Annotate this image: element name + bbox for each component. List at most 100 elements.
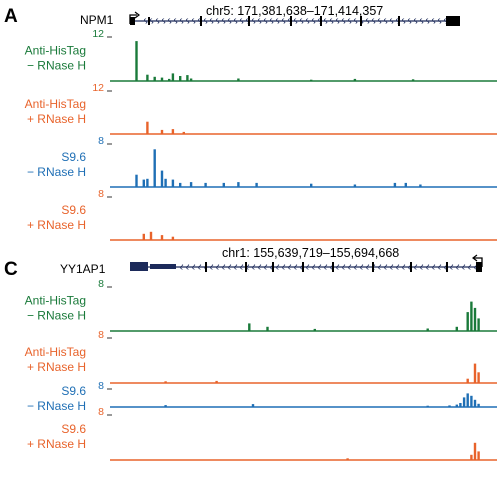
exon-6 [320, 16, 322, 26]
signal-peak [215, 380, 218, 383]
signal-peak [153, 149, 156, 187]
scale-max-label: 8 [98, 188, 104, 200]
tss-arrowhead-icon [134, 11, 140, 19]
exon-4 [248, 16, 250, 26]
panel-letter-a: A [4, 6, 18, 27]
signal-peak [142, 179, 145, 187]
track-a1: Anti-HisTag− RNase H 12 [25, 28, 497, 82]
exon-d [302, 262, 304, 272]
signal-peak [455, 404, 458, 407]
signal-peak [346, 458, 349, 460]
signal-peak [313, 328, 316, 331]
signal-peak [473, 307, 477, 331]
exon-3 [200, 16, 202, 26]
exon-8 [398, 16, 400, 26]
track-a3: S9.6− RNase H 8 [27, 135, 497, 188]
track-label-line2: − RNase H [27, 309, 86, 323]
signal-peak [470, 395, 473, 407]
track-a4: S9.6+ RNase H 8 [27, 188, 497, 241]
exon-e [332, 262, 334, 272]
track-label-line2: − RNase H [27, 399, 86, 413]
scale-max-label: 8 [98, 329, 104, 341]
track-label-line1: S9.6 [61, 203, 86, 217]
signal-peak [160, 170, 164, 187]
track-label-line2: − RNase H [27, 59, 86, 73]
signal-peak [179, 182, 182, 187]
signal-peak [237, 182, 240, 187]
signal-peak [310, 183, 313, 187]
signal-peak [160, 77, 164, 81]
exon-g [410, 262, 412, 272]
gene-coords-npm1: chr5: 171,381,638–171,414,357 [206, 4, 383, 18]
signal-peak [466, 393, 469, 407]
track-c2: Anti-HisTag+ RNase H 8 [25, 329, 497, 384]
track-label-line1: Anti-HisTag [25, 44, 86, 58]
exon-b [245, 262, 247, 272]
signal-peak [466, 378, 469, 383]
track-label-line2: + RNase H [27, 218, 86, 232]
signal-peak [237, 78, 240, 81]
signal-peak [135, 174, 138, 187]
track-label-line1: Anti-HisTag [25, 97, 86, 111]
scale-max-label: 8 [98, 380, 104, 392]
gene-model-yy1ap1: YY1AP1 chr1: 155,639,719–155,694,668 [60, 246, 483, 276]
signal-peak [171, 73, 175, 81]
signal-peak [204, 182, 207, 187]
signal-peak [171, 179, 175, 187]
exon-7 [360, 16, 362, 26]
exon-c [272, 262, 274, 272]
signal-peak [164, 178, 167, 187]
signal-peak [466, 312, 469, 331]
exon-2 [148, 17, 150, 25]
gene-model-npm1: NPM1 chr5: 171,381,638–171,414,357 [80, 4, 460, 27]
signal-peak [426, 405, 429, 407]
intron-hatch [142, 18, 458, 24]
signal-peak [171, 129, 175, 134]
track-label-line1: Anti-HisTag [25, 345, 86, 359]
tss-arrowhead-icon [472, 254, 478, 262]
signal-peak [146, 178, 149, 187]
intron-hatch [178, 264, 478, 270]
scale-max-label: 8 [98, 135, 104, 147]
signal-peak [251, 404, 255, 407]
exon-utr [130, 262, 148, 271]
exon-i [476, 262, 482, 272]
track-c3: S9.6− RNase H 8 [27, 380, 497, 413]
signal-peak [179, 76, 182, 81]
signal-peak [473, 442, 477, 460]
panel-letter-c: C [4, 259, 18, 280]
signal-peak [310, 79, 313, 81]
exon-a [205, 262, 207, 272]
signal-peak [160, 235, 164, 240]
signal-peak [477, 318, 480, 331]
track-label-line2: − RNase H [27, 165, 86, 179]
signal-peak [186, 75, 189, 81]
signal-peak [470, 301, 473, 331]
track-label-line1: S9.6 [61, 150, 86, 164]
panel-a: A NPM1 chr5: 171,381,638–171,414,357 Ant… [4, 4, 497, 241]
signal-peak [477, 451, 480, 460]
signal-peak [248, 323, 251, 331]
scale-max-label: 8 [98, 278, 104, 290]
signal-peak [149, 231, 153, 240]
track-label-line2: + RNase H [27, 360, 86, 374]
signal-peak [171, 236, 175, 240]
gene-name-yy1ap1: YY1AP1 [60, 262, 106, 276]
signal-peak [462, 397, 466, 407]
signal-peak [255, 182, 258, 187]
signal-peak [411, 79, 415, 81]
signal-peak [160, 129, 164, 134]
signal-peak [353, 78, 357, 81]
signal-peak [146, 74, 149, 81]
scale-max-label: 12 [92, 28, 104, 40]
signal-peak [189, 182, 193, 187]
exon-utr-2 [150, 264, 176, 269]
scale-max-label: 12 [92, 82, 104, 94]
track-a2: Anti-HisTag+ RNase H 12 [25, 82, 497, 135]
track-label-line1: S9.6 [61, 384, 86, 398]
signal-peak [473, 399, 477, 407]
track-c1: Anti-HisTag− RNase H 8 [25, 278, 497, 332]
track-label-line2: + RNase H [27, 112, 86, 126]
signal-peak [164, 381, 167, 383]
